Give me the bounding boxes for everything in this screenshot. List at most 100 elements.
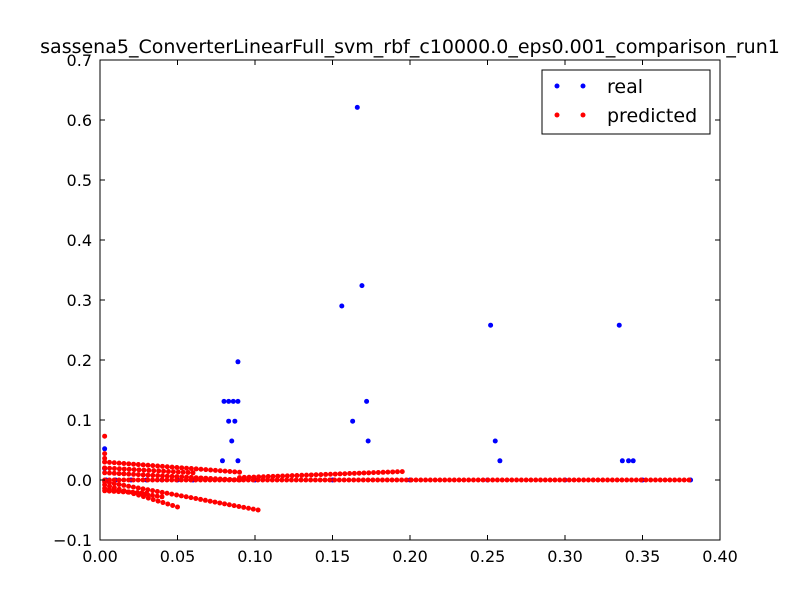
data-point-real (616, 322, 622, 328)
data-point-real (626, 458, 632, 464)
data-point-real (354, 104, 360, 110)
data-point-predicted (284, 473, 290, 479)
data-point-predicted (619, 477, 625, 483)
data-point-real (232, 418, 238, 424)
data-point-predicted (231, 503, 237, 509)
data-point-predicted (198, 475, 204, 481)
data-point-predicted (183, 494, 189, 500)
data-point-predicted (509, 477, 515, 483)
data-point-real (488, 322, 494, 328)
data-point-real (619, 458, 625, 464)
data-point-real (235, 359, 241, 365)
data-point-predicted (566, 477, 572, 483)
legend-real-marker-1 (554, 83, 560, 89)
data-point-predicted (312, 477, 318, 483)
data-point-real (235, 398, 241, 404)
data-point-predicted (470, 477, 476, 483)
data-point-predicted (126, 477, 132, 483)
data-point-predicted (174, 464, 180, 470)
data-point-predicted (150, 472, 156, 478)
data-point-predicted (111, 466, 117, 472)
data-point-predicted (135, 477, 141, 483)
data-point-predicted (361, 470, 367, 476)
legend-box (541, 69, 711, 135)
data-point-predicted (303, 477, 309, 483)
data-point-predicted (190, 470, 196, 476)
data-point-predicted (657, 477, 663, 483)
data-point-predicted (170, 469, 176, 475)
data-point-predicted (116, 489, 122, 495)
data-point-predicted (394, 469, 400, 475)
data-point-predicted (447, 477, 453, 483)
data-point-predicted (246, 505, 252, 511)
data-point-predicted (289, 473, 295, 479)
data-point-predicted (288, 477, 294, 483)
data-point-predicted (576, 477, 582, 483)
data-point-predicted (595, 477, 601, 483)
data-point-predicted (237, 477, 242, 483)
data-point-predicted (456, 477, 462, 483)
data-point-predicted (538, 477, 544, 483)
data-point-predicted (140, 462, 146, 468)
data-point-predicted (180, 469, 186, 475)
data-point-predicted (169, 477, 175, 483)
data-point-predicted (293, 477, 299, 483)
data-point-real (365, 438, 371, 444)
data-point-predicted (638, 477, 644, 483)
data-point-real (497, 458, 503, 464)
data-point-predicted (131, 471, 137, 477)
data-point-predicted (222, 476, 228, 482)
data-point-predicted (561, 477, 567, 483)
data-point-predicted (629, 477, 635, 483)
data-point-predicted (226, 502, 232, 508)
data-point-predicted (557, 477, 563, 483)
data-point-predicted (390, 469, 396, 475)
data-point-predicted (130, 477, 136, 483)
data-point-predicted (427, 477, 433, 483)
data-point-predicted (322, 477, 328, 483)
data-point-predicted (681, 477, 687, 483)
data-point-predicted (461, 477, 467, 483)
data-point-predicted (169, 491, 175, 497)
data-point-predicted (327, 477, 333, 483)
data-point-predicted (140, 486, 146, 492)
data-point-predicted (130, 484, 136, 490)
data-point-predicted (643, 477, 649, 483)
points-layer (102, 104, 694, 513)
data-point-real (339, 303, 345, 309)
data-point-predicted (179, 465, 185, 471)
data-point-predicted (208, 475, 214, 481)
data-point-predicted (332, 471, 338, 477)
data-point-predicted (135, 485, 141, 491)
data-point-predicted (241, 474, 247, 480)
data-point-predicted (125, 489, 131, 495)
y-tick-label: 0.2 (67, 351, 92, 370)
data-point-predicted (356, 470, 362, 476)
data-point-predicted (385, 469, 391, 475)
data-point-predicted (149, 492, 155, 498)
x-tick-label: 0.30 (547, 547, 583, 566)
data-point-predicted (102, 488, 108, 494)
data-point-real (230, 398, 236, 404)
data-point-predicted (466, 477, 472, 483)
data-point-predicted (116, 481, 122, 487)
data-point-predicted (106, 470, 112, 476)
data-point-predicted (217, 500, 223, 506)
data-point-predicted (279, 477, 285, 483)
data-point-predicted (188, 474, 194, 480)
data-point-predicted (121, 477, 127, 483)
data-point-predicted (676, 477, 682, 483)
data-point-real (492, 438, 498, 444)
data-point-predicted (432, 477, 438, 483)
data-point-predicted (237, 469, 242, 475)
data-point-predicted (284, 477, 290, 483)
data-point-predicted (121, 460, 127, 466)
data-point-predicted (442, 477, 448, 483)
legend-predicted-marker-2 (580, 112, 586, 118)
data-point-predicted (164, 464, 170, 470)
data-point-predicted (193, 466, 199, 472)
data-point-predicted (102, 433, 108, 439)
data-point-predicted (193, 475, 199, 481)
data-point-predicted (370, 477, 376, 483)
data-point-predicted (633, 477, 639, 483)
